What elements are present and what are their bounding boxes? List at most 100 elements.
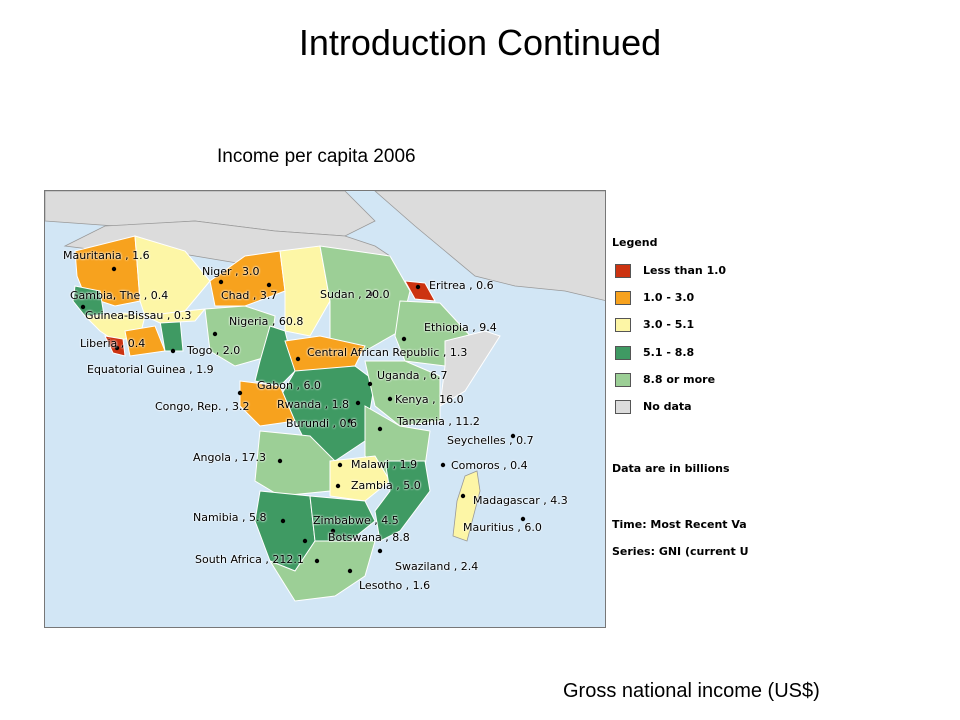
marker-malawi — [337, 462, 343, 468]
marker-car — [295, 356, 301, 362]
legend-swatch — [615, 346, 631, 360]
marker-seychelles — [510, 433, 516, 439]
legend-item-8-more: 8.8 or more — [612, 373, 760, 389]
legend-item-no-data: No data — [612, 400, 760, 416]
marker-tanzania — [377, 426, 383, 432]
marker-nigeria — [212, 331, 218, 337]
legend-series-note: Series: GNI (current U — [612, 545, 749, 558]
country-label-seychelles: Seychelles , 0.7 — [447, 434, 534, 447]
marker-zimbabwe — [330, 528, 336, 534]
marker-kenya — [387, 396, 393, 402]
legend-swatch — [615, 373, 631, 387]
legend-label: Less than 1.0 — [643, 264, 727, 277]
sudan-region — [319, 245, 411, 352]
eritrea-region — [404, 280, 436, 302]
country-label-liberia: Liberia , 0.4 — [80, 337, 146, 350]
country-label-lesotho: Lesotho , 1.6 — [359, 579, 431, 592]
south-africa-region — [268, 540, 376, 602]
liberia-region — [104, 335, 126, 357]
zambia-region — [329, 455, 391, 502]
country-label-chad: Chad , 3.7 — [221, 289, 278, 302]
country-label-equatorial-guinea: Equatorial Guinea , 1.9 — [87, 363, 214, 376]
botswana-zimbabwe-region — [309, 495, 376, 542]
country-label-gabon: Gabon , 6.0 — [257, 379, 321, 392]
marker-botswana — [302, 538, 308, 544]
country-label-tanzania: Tanzania , 11.2 — [397, 415, 480, 428]
country-label-malawi: Malawi , 1.9 — [351, 458, 418, 471]
country-label-nigeria: Nigeria , 60.8 — [229, 315, 304, 328]
country-markers — [80, 266, 526, 574]
country-label-madagascar: Madagascar , 4.3 — [473, 494, 568, 507]
legend-item-3-5: 3.0 - 5.1 — [612, 318, 760, 334]
country-label-uganda: Uganda , 6.7 — [377, 369, 448, 382]
country-label-mauritius: Mauritius , 6.0 — [463, 521, 542, 534]
country-label-zimbabwe: Zimbabwe , 4.5 — [313, 514, 399, 527]
slide-title: Introduction Continued — [298, 22, 662, 63]
mozambique-region — [374, 460, 431, 542]
country-label-kenya: Kenya , 16.0 — [395, 393, 464, 406]
madagascar-region — [452, 470, 481, 542]
marker-rwanda — [355, 400, 361, 406]
footer-caption: Gross national income (US$) — [563, 680, 820, 702]
marker-ethiopia — [401, 336, 407, 342]
country-label-burundi: Burundi , 0.6 — [286, 417, 358, 430]
marker-zambia — [335, 483, 341, 489]
country-label-south-africa: South Africa , 212.1 — [195, 553, 304, 566]
country-label-gambia: Gambia, The , 0.4 — [70, 289, 169, 302]
africa-map: Mauritania , 1.6 Niger , 3.0 Gambia, The ,… — [44, 190, 606, 628]
legend-swatch — [615, 264, 631, 278]
map-svg — [45, 191, 605, 602]
country-label-botswana: Botswana , 8.8 — [328, 531, 410, 544]
legend-label: 5.1 - 8.8 — [643, 346, 695, 359]
legend-swatch — [615, 400, 631, 414]
country-label-car: Central African Republic , 1.3 — [307, 346, 468, 359]
uganda-kenya-region — [364, 360, 441, 427]
marker-comoros — [440, 462, 446, 468]
marker-lesotho — [347, 568, 353, 574]
legend-time-note: Time: Most Recent Va — [612, 518, 747, 531]
gabon-congo-region — [239, 380, 296, 427]
marker-sudan — [368, 291, 374, 297]
legend-label: 1.0 - 3.0 — [643, 291, 695, 304]
legend-label: No data — [643, 400, 692, 413]
country-label-angola: Angola , 17.3 — [193, 451, 266, 464]
map-subtitle: Income per capita 2006 — [217, 146, 416, 167]
marker-togo — [170, 348, 176, 354]
legend-item-less-than-1: Less than 1.0 — [612, 264, 760, 280]
country-label-mauritania: Mauritania , 1.6 — [63, 249, 150, 262]
country-label-sudan: Sudan , 20.0 — [320, 288, 390, 301]
marker-angola — [277, 458, 283, 464]
marker-madagascar — [460, 493, 466, 499]
burkina-region — [143, 308, 207, 324]
country-label-eritrea: Eritrea , 0.6 — [429, 279, 494, 292]
legend-item-5-8: 5.1 - 8.8 — [612, 346, 760, 362]
middle-east-landmass — [374, 191, 605, 301]
marker-eritrea — [415, 284, 421, 290]
somalia-region — [439, 330, 501, 407]
map-legend: Legend Less than 1.0 1.0 - 3.0 3.0 - 5.1… — [612, 236, 760, 566]
country-label-guinea-bissau: Guinea-Bissau , 0.3 — [85, 309, 192, 322]
marker-swaziland — [377, 548, 383, 554]
country-label-congo-rep: Congo, Rep. , 3.2 — [155, 400, 250, 413]
legend-units-note: Data are in billions — [612, 462, 730, 475]
marker-chad — [266, 282, 272, 288]
country-label-swaziland: Swaziland , 2.4 — [395, 560, 479, 573]
marker-burundi — [347, 418, 353, 424]
country-label-togo: Togo , 2.0 — [187, 344, 241, 357]
country-label-namibia: Namibia , 5.8 — [193, 511, 267, 524]
legend-swatch — [615, 291, 631, 305]
legend-title: Legend — [612, 236, 658, 249]
legend-item-1-3: 1.0 - 3.0 — [612, 291, 760, 307]
marker-namibia — [280, 518, 286, 524]
country-label-rwanda: Rwanda , 1.8 — [277, 398, 350, 411]
marker-mauritania — [111, 266, 117, 272]
marker-uganda — [367, 381, 373, 387]
legend-label: 8.8 or more — [643, 373, 716, 386]
legend-label: 3.0 - 5.1 — [643, 318, 695, 331]
marker-mauritius — [520, 516, 526, 522]
marker-south-africa — [314, 558, 320, 564]
marker-niger — [218, 279, 224, 285]
marker-gabon — [237, 390, 243, 396]
legend-swatch — [615, 318, 631, 332]
country-label-zambia: Zambia , 5.0 — [351, 479, 421, 492]
